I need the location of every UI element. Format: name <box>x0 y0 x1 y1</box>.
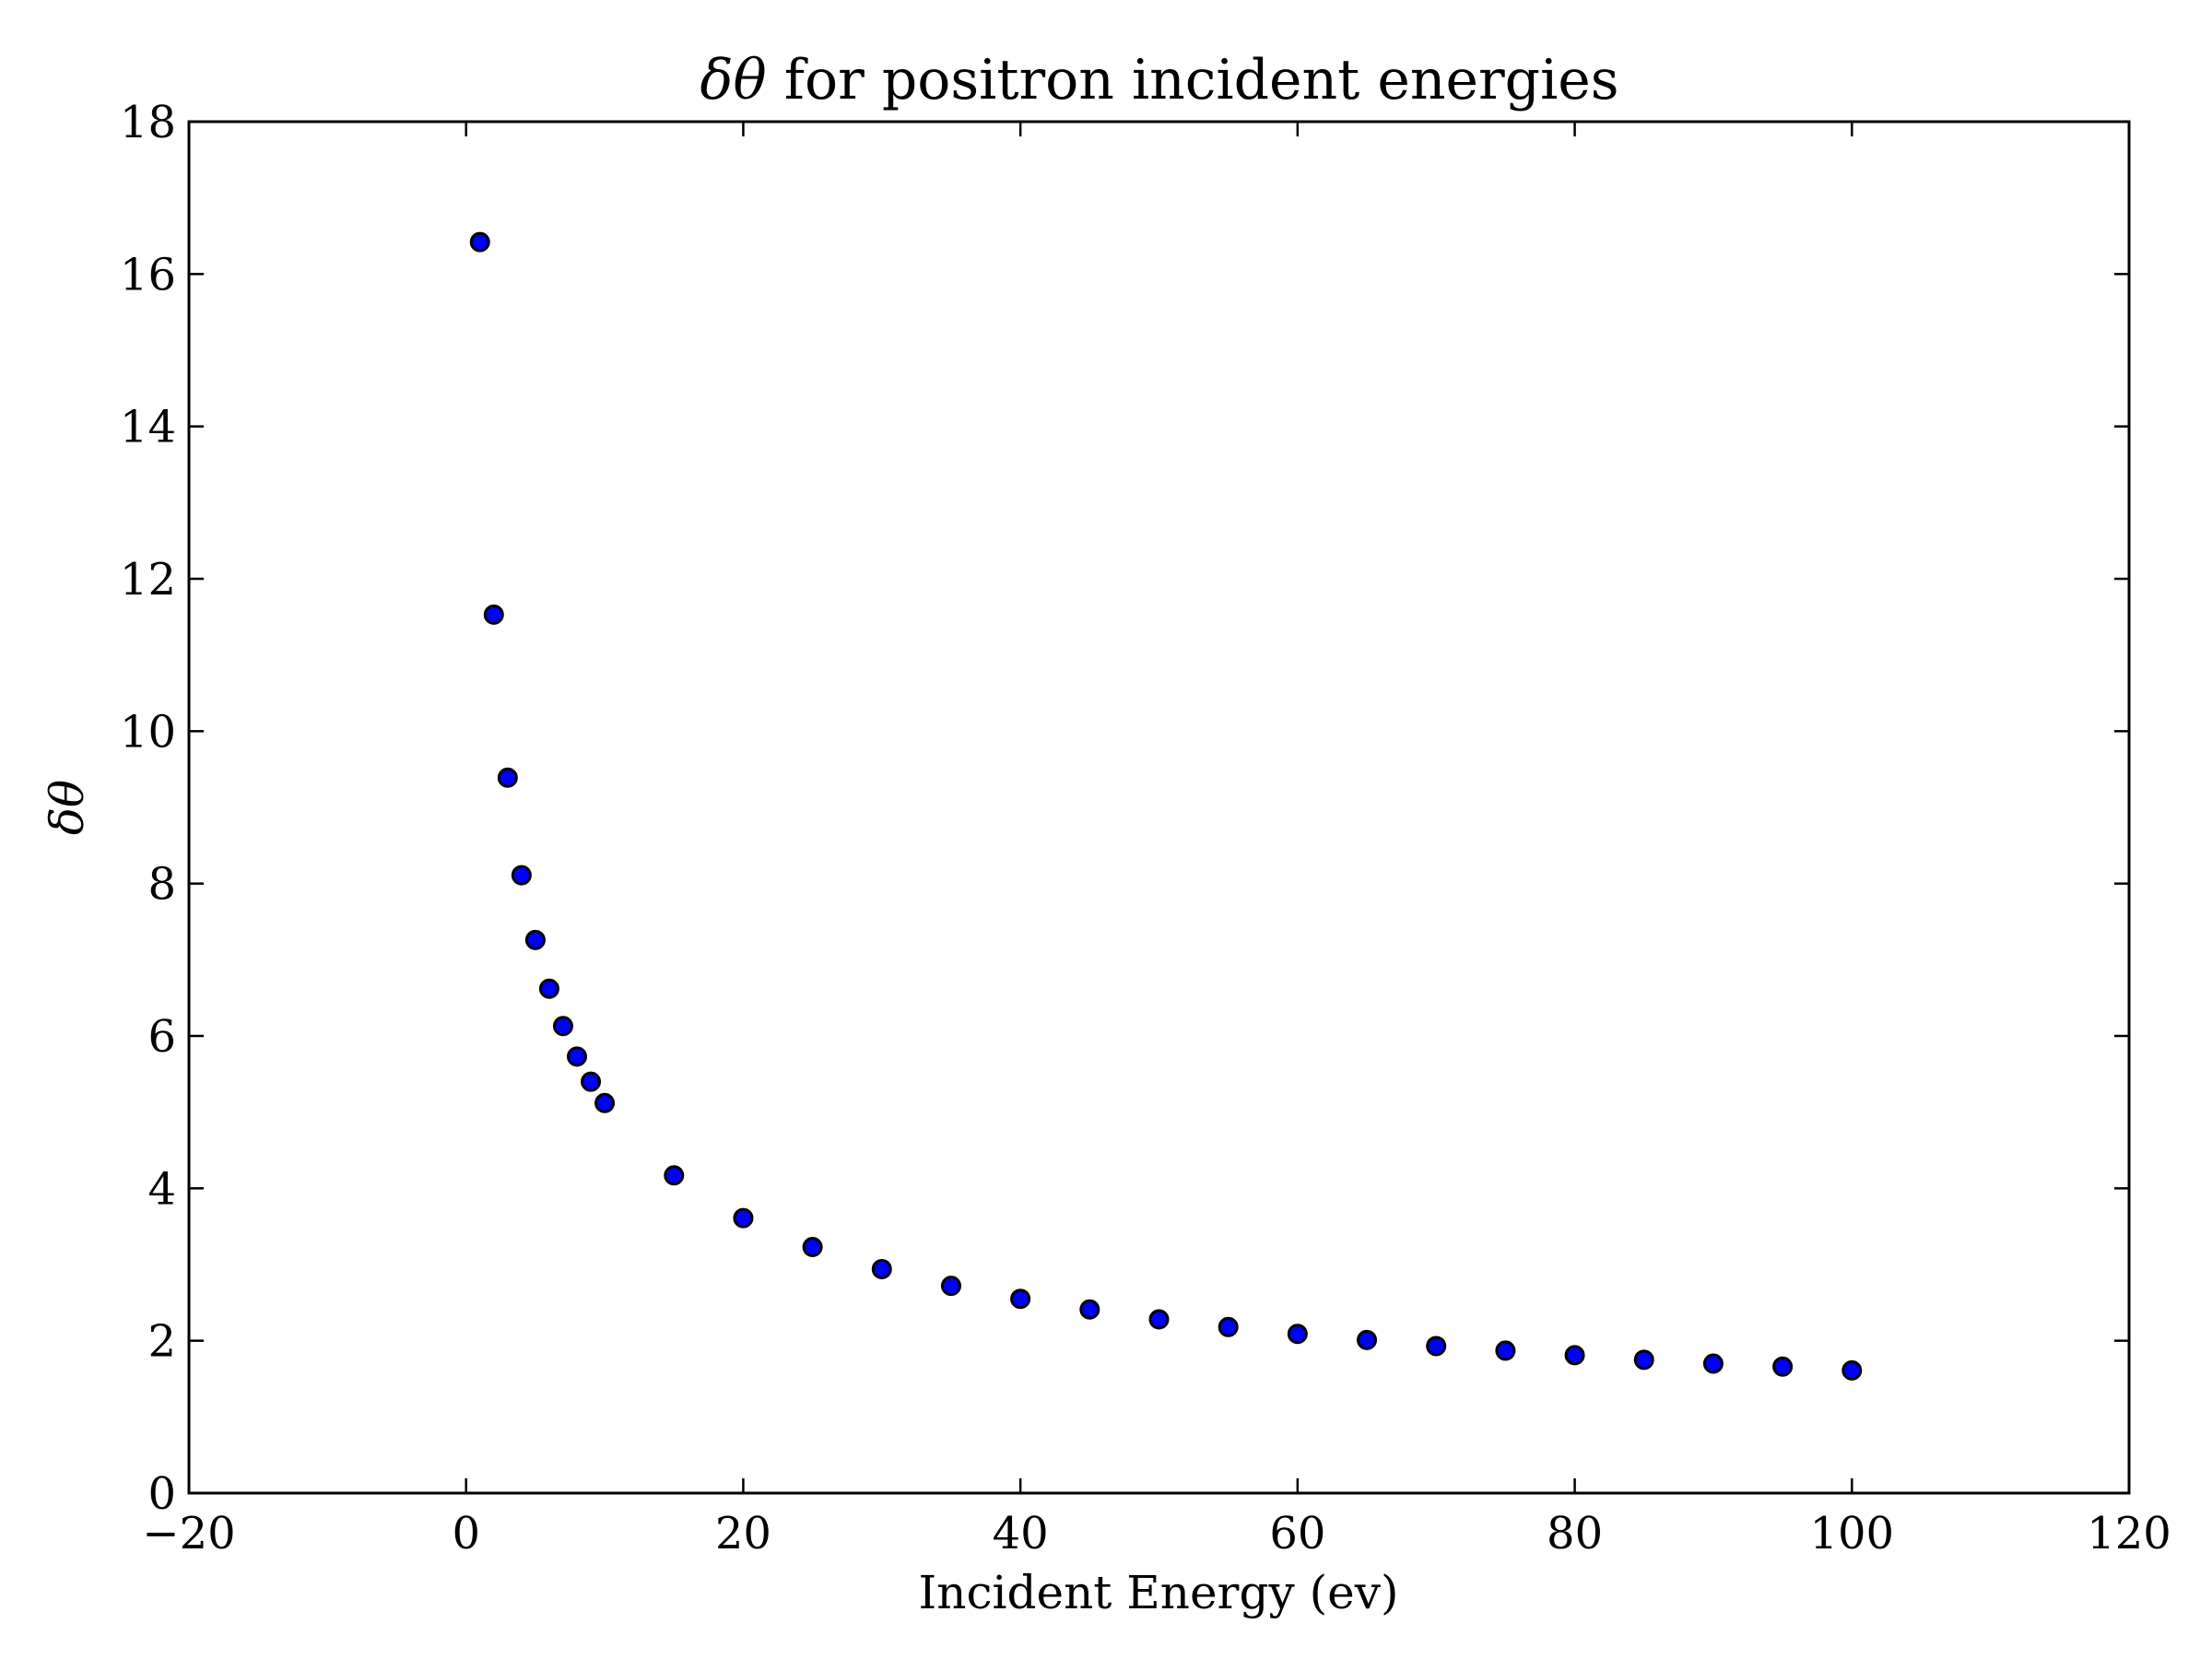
data-point <box>552 1016 573 1037</box>
data-point <box>469 231 490 253</box>
y-tick-label: 6 <box>147 1011 176 1063</box>
x-tick-label: 20 <box>715 1508 771 1559</box>
y-tick-label: 16 <box>120 249 176 300</box>
data-point <box>594 1092 616 1113</box>
y-tick-label: 12 <box>120 554 176 606</box>
data-point <box>1702 1353 1724 1374</box>
chart-title-text: for positron incident energies <box>767 48 1619 112</box>
data-point <box>1010 1288 1031 1310</box>
data-point <box>1772 1356 1794 1377</box>
y-tick-label: 8 <box>147 859 176 911</box>
y-tick-label: 18 <box>120 97 176 148</box>
x-tick-label: 80 <box>1547 1508 1603 1559</box>
data-point <box>1287 1324 1308 1345</box>
data-point <box>940 1276 961 1297</box>
y-tick-label: 14 <box>120 402 176 453</box>
x-tick-label: 60 <box>1269 1508 1325 1559</box>
data-point <box>871 1258 892 1279</box>
x-axis-ticks: −20 0 20 40 60 80 100 120 <box>142 122 2171 1559</box>
y-tick-label: 10 <box>120 706 176 758</box>
chart-title: δθ for positron incident energies <box>700 48 1618 112</box>
data-points <box>469 231 1863 1381</box>
data-point <box>524 929 546 950</box>
x-tick-label: 120 <box>2087 1508 2171 1559</box>
y-axis-label: δθ <box>41 780 94 835</box>
data-point <box>1426 1335 1447 1357</box>
data-point <box>1079 1299 1100 1320</box>
x-axis-label: Incident Energy (ev) <box>919 1566 1399 1619</box>
data-point <box>733 1207 754 1229</box>
x-tick-label: −20 <box>142 1508 235 1559</box>
x-tick-label: 0 <box>452 1508 480 1559</box>
data-point <box>1357 1329 1378 1350</box>
x-tick-label: 40 <box>993 1508 1049 1559</box>
data-point <box>538 978 559 999</box>
data-point <box>567 1046 587 1067</box>
y-axis-ticks: 0 2 4 6 8 10 12 14 16 18 <box>120 97 2129 1520</box>
y-tick-label: 4 <box>147 1163 176 1215</box>
data-point <box>1495 1340 1516 1361</box>
data-point <box>664 1165 685 1186</box>
data-point <box>581 1071 602 1092</box>
data-point <box>497 767 518 788</box>
data-point <box>1841 1359 1863 1381</box>
x-tick-label: 100 <box>1809 1508 1894 1559</box>
chart-title-symbol: δθ <box>700 48 766 112</box>
data-point <box>483 604 504 625</box>
y-tick-label: 2 <box>147 1316 176 1368</box>
plot-frame <box>187 120 2131 1495</box>
data-point <box>1633 1349 1654 1371</box>
data-point <box>1218 1316 1239 1337</box>
y-tick-label: 0 <box>147 1468 176 1520</box>
data-point <box>1148 1309 1170 1330</box>
data-point <box>511 865 532 886</box>
data-point <box>802 1236 823 1257</box>
data-point <box>1564 1345 1585 1366</box>
